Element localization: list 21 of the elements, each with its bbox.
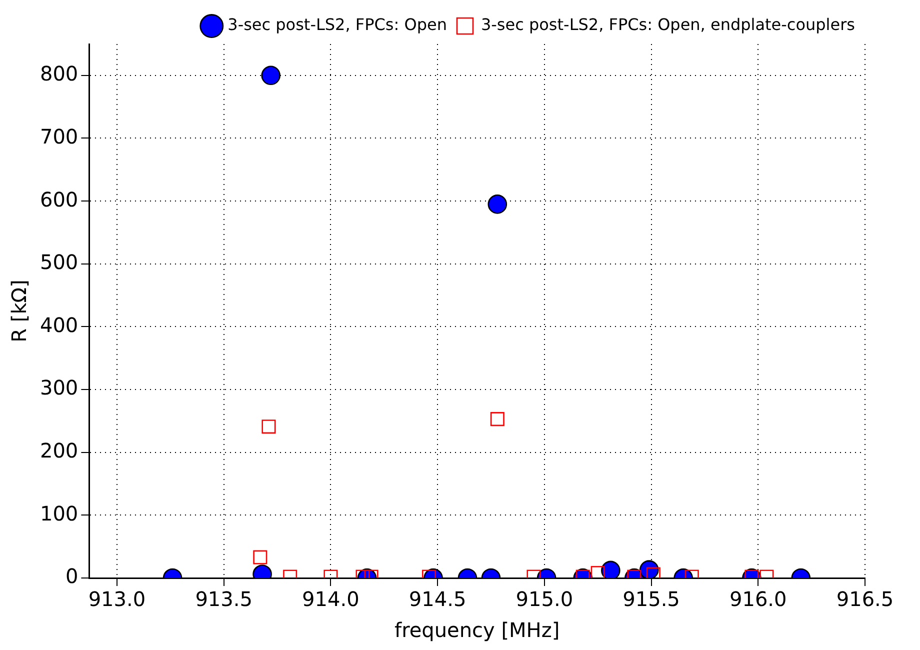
x-tick-label: 915.5 [622, 587, 680, 612]
y-tick-label: 600 [40, 187, 78, 212]
legend-label: 3-sec post-LS2, FPCs: Open, endplate-couplers [480, 15, 855, 34]
y-tick-label: 400 [40, 312, 78, 337]
y-axis-title: R [kΩ] [7, 280, 32, 342]
x-tick-label: 914.5 [408, 587, 466, 612]
x-tick-label: 914.0 [302, 587, 360, 612]
x-tick-label: 913.0 [88, 587, 146, 612]
y-tick-label: 800 [40, 62, 78, 86]
y-tick-label: 0 [65, 564, 78, 588]
y-tick-label: 700 [40, 124, 78, 148]
y-tick-label: 300 [40, 376, 78, 400]
x-tick-label: 913.5 [195, 587, 252, 612]
x-axis-title: frequency [MHz] [394, 618, 560, 642]
x-tick-label: 915.0 [516, 587, 574, 612]
legend-label: 3-sec post-LS2, FPCs: Open [228, 15, 447, 34]
y-tick-label: 500 [40, 250, 78, 274]
y-tick-label: 200 [40, 438, 78, 463]
y-tick-label: 100 [40, 501, 78, 526]
x-tick-label: 916.0 [730, 587, 787, 612]
x-tick-label: 916.5 [836, 587, 894, 612]
